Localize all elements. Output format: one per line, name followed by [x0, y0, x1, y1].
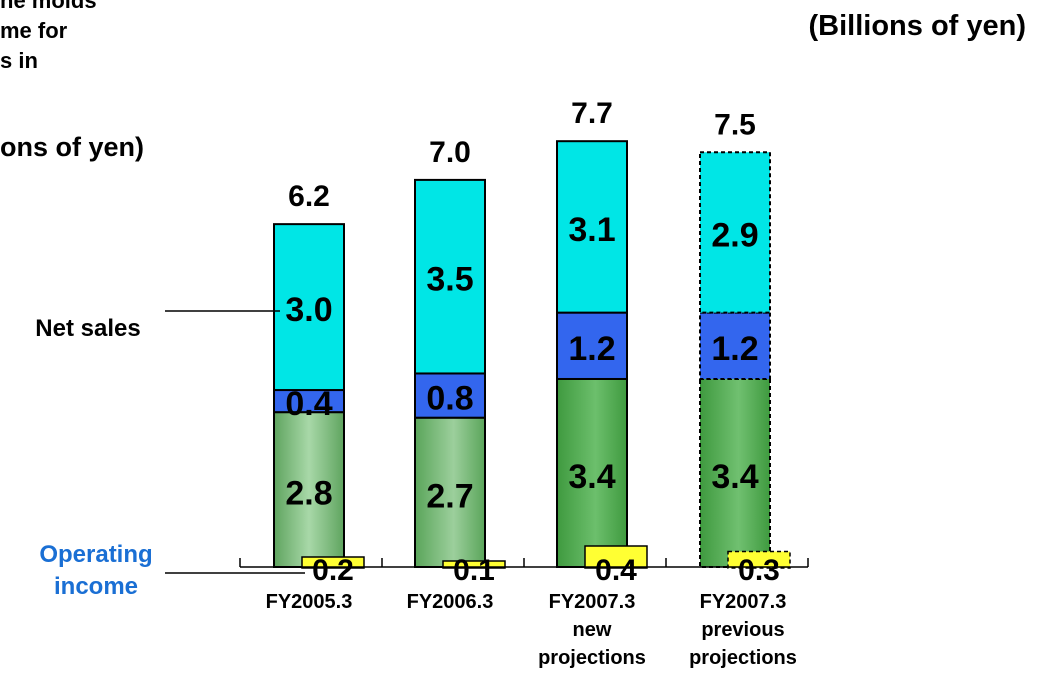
operating-income-value-label: 0.1	[453, 554, 495, 587]
category-label: FY2005.3	[266, 591, 353, 613]
total-value-label: 6.2	[288, 180, 330, 213]
middle-value-label: 1.2	[711, 330, 758, 368]
units-label: (Billions of yen)	[808, 10, 1027, 42]
clipped-title-line-1: ne molds	[0, 0, 97, 13]
operating-income-bar-2	[442, 560, 506, 569]
operating-income-value-label: 0.3	[738, 554, 780, 587]
bottom-value-label: 3.4	[711, 458, 758, 496]
top-value-label: 2.9	[711, 216, 758, 254]
bar-middle-segment-3	[556, 311, 628, 380]
total-value-label: 7.0	[429, 136, 471, 169]
operating-income-value-label: 0.2	[312, 554, 354, 587]
operating-income-value-label: 0.4	[595, 554, 637, 587]
bar-middle-segment-2	[414, 372, 486, 419]
bar-top-segment-3	[556, 140, 628, 314]
clipped-title-line-2: me for	[0, 18, 68, 43]
category-label: FY2007.3	[700, 591, 787, 613]
category-label: FY2006.3	[407, 591, 494, 613]
operating-income-bar-4	[727, 550, 791, 569]
top-value-label: 3.0	[285, 291, 332, 329]
top-value-label: 3.5	[426, 261, 473, 299]
bar-bottom-segment-2	[414, 416, 486, 568]
clipped-units-label: ons of yen)	[0, 132, 145, 162]
bottom-value-label: 3.4	[568, 458, 615, 496]
bar-top-segment-4	[699, 151, 771, 314]
category-label: projections	[689, 647, 797, 669]
category-label: projections	[538, 647, 646, 669]
category-label: FY2007.3	[549, 591, 636, 613]
middle-value-label: 0.4	[285, 385, 332, 423]
operating-income-legend-label: Operating	[39, 541, 152, 568]
bar-bottom-segment-4	[699, 377, 771, 569]
operating-income-bar-3	[584, 545, 648, 569]
top-value-label: 3.1	[568, 211, 615, 249]
total-value-label: 7.7	[571, 97, 613, 130]
bar-top-segment-2	[414, 178, 486, 375]
clipped-title-line-3: s in	[0, 48, 38, 73]
bottom-value-label: 2.8	[285, 475, 332, 513]
category-label: previous	[701, 619, 784, 641]
operating-income-bar-1	[301, 556, 365, 569]
middle-value-label: 0.8	[426, 380, 473, 418]
net-sales-legend-label: Net sales	[35, 315, 140, 342]
bar-top-segment-1	[273, 223, 345, 392]
bottom-value-label: 2.7	[426, 477, 473, 515]
middle-value-label: 1.2	[568, 330, 615, 368]
category-label: new	[573, 619, 612, 641]
operating-income-legend-label: income	[54, 573, 138, 600]
total-value-label: 7.5	[714, 108, 756, 141]
bar-middle-segment-4	[699, 311, 771, 380]
